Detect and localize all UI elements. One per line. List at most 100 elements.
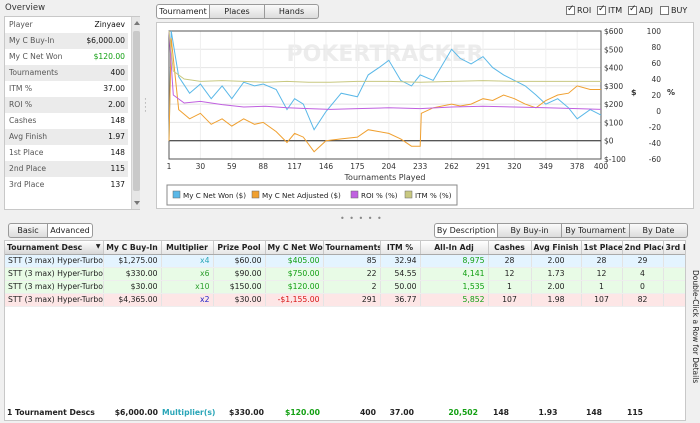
x-tick-label: 117 (287, 162, 302, 171)
cell-cashes: 107 (488, 293, 532, 307)
table-row[interactable]: STT (3 max) Hyper-Turbo $1,275.00 x4 $60… (5, 254, 685, 268)
col-buyin[interactable]: My C Buy-In (103, 241, 162, 255)
col-net-won[interactable]: My C Net Won (265, 241, 324, 255)
y-right-tick-label: 60 (651, 59, 661, 68)
overview-row-roi: ROI % 2.00 (5, 97, 128, 113)
col-label: Tournament Desc (7, 242, 83, 252)
cell-buyin: $30.00 (103, 280, 162, 294)
x-tick-label: 262 (444, 162, 459, 171)
adj-checkbox[interactable]: ADJ (628, 4, 653, 15)
tab-by-tournament[interactable]: By Tournament (562, 223, 630, 238)
overview-row-itm: ITM % 37.00 (5, 81, 128, 97)
tab-advanced[interactable]: Advanced (48, 223, 93, 238)
group-tabs: By Description By Buy-in By Tournament B… (434, 223, 688, 238)
y-right-tick-label: 80 (651, 43, 661, 52)
col-cashes[interactable]: Cashes (488, 241, 532, 255)
x-axis-label: Tournaments Played (344, 173, 426, 182)
cell-2nd: 4 (622, 267, 664, 281)
x-tick-label: 400 (594, 162, 609, 171)
x-tick-label: 146 (319, 162, 334, 171)
overview-scrollbar[interactable] (131, 17, 140, 209)
cell-3rd (663, 267, 685, 281)
checkbox-check-icon[interactable] (597, 4, 606, 15)
col-allin-adj[interactable]: All-In Adj (420, 241, 489, 255)
cell-3rd (663, 254, 685, 268)
overview-row-value: $6,000.00 (86, 36, 125, 45)
overview-row-label: My C Buy-In (9, 36, 55, 45)
overview-row-label: 2nd Place (9, 164, 47, 173)
tab-tournament[interactable]: Tournament (156, 4, 210, 19)
col-tournament-desc[interactable]: Tournament Desc ▼ (5, 241, 104, 255)
scroll-down-icon[interactable] (134, 201, 140, 205)
cell-cashes: 12 (488, 267, 532, 281)
cell-desc: STT (3 max) Hyper-Turbo (5, 254, 104, 268)
roi-checkbox-label: ROI (577, 6, 592, 15)
buy-checkbox[interactable]: BUY (660, 6, 687, 15)
x-tick-label: 175 (350, 162, 365, 171)
table-row[interactable]: STT (3 max) Hyper-Turbo $330.00 x6 $90.0… (5, 267, 685, 281)
col-multiplier[interactable]: Multiplier (161, 241, 214, 255)
overview-row-label: My C Net Won (9, 52, 63, 61)
cell-tournaments: 291 (323, 293, 381, 307)
results-table: Tournament Desc ▼ My C Buy-In Multiplier… (4, 240, 686, 421)
total-multiplier: Multiplier(s) (162, 408, 216, 417)
overview-row-buyin: My C Buy-In $6,000.00 (5, 33, 128, 49)
table-row[interactable]: STT (3 max) Hyper-Turbo $4,365.00 x2 $30… (5, 293, 685, 307)
legend-label: ROI % (%) (361, 191, 398, 200)
cell-prize: $90.00 (213, 267, 266, 281)
col-prize-pool[interactable]: Prize Pool (213, 241, 266, 255)
roi-checkbox[interactable]: ROI (566, 4, 592, 15)
cell-1st: 28 (581, 254, 623, 268)
scroll-thumb[interactable] (133, 31, 140, 191)
cell-2nd: 82 (622, 293, 664, 307)
horizontal-splitter[interactable]: • • • • • (340, 214, 383, 223)
scroll-up-icon[interactable] (134, 21, 140, 25)
overview-row-avgfinish: Avg Finish 1.97 (5, 129, 128, 145)
cell-prize: $30.00 (213, 293, 266, 307)
overview-list: Player Zinyaev My C Buy-In $6,000.00 My C … (4, 16, 140, 210)
cell-1st: 107 (581, 293, 623, 307)
checkbox-check-icon[interactable] (566, 4, 575, 15)
overview-row-cashes: Cashes 148 (5, 113, 128, 129)
cell-prize: $60.00 (213, 254, 266, 268)
overview-row-1st: 1st Place 148 (5, 145, 128, 161)
cell-adj: 1,535 (420, 280, 489, 294)
total-2nd: 115 (626, 408, 644, 417)
table-row[interactable]: STT (3 max) Hyper-Turbo $30.00 x10 $150.… (5, 280, 685, 294)
y-right-tick-label: 0 (656, 107, 661, 116)
total-avg: 1.93 (538, 408, 558, 417)
x-tick-label: 204 (382, 162, 397, 171)
y-right-tick-label: 40 (651, 75, 661, 84)
overview-row-2nd: 2nd Place 115 (5, 161, 128, 177)
cell-desc: STT (3 max) Hyper-Turbo (5, 267, 104, 281)
y-right-tick-label: 20 (651, 91, 661, 100)
itm-checkbox[interactable]: ITM (597, 4, 622, 15)
x-tick-label: 88 (258, 162, 268, 171)
overview-row-value: 148 (110, 148, 126, 157)
tab-hands[interactable]: Hands (265, 4, 319, 19)
checkbox-empty-icon[interactable] (660, 6, 669, 15)
col-2nd-place[interactable]: 2nd Place (622, 241, 664, 255)
col-itm[interactable]: ITM % (380, 241, 421, 255)
sort-down-icon[interactable]: ▼ (95, 242, 101, 250)
tab-basic[interactable]: Basic (8, 223, 48, 238)
col-1st-place[interactable]: 1st Place (581, 241, 623, 255)
col-3rd-place[interactable]: 3rd P (663, 241, 685, 255)
cell-desc: STT (3 max) Hyper-Turbo (5, 293, 104, 307)
total-itm: 37.00 (389, 408, 414, 417)
vertical-splitter[interactable]: · · · · (144, 95, 147, 117)
series-line-3 (168, 30, 601, 83)
tab-by-description[interactable]: By Description (434, 223, 498, 238)
col-tournaments[interactable]: Tournaments (323, 241, 381, 255)
overview-row-label: 1st Place (9, 148, 44, 157)
col-avg-finish[interactable]: Avg Finish (531, 241, 582, 255)
double-click-hint: Double-Click a Row for Details (691, 270, 700, 384)
cell-adj: 4,141 (420, 267, 489, 281)
cell-net: $120.00 (265, 280, 324, 294)
tab-by-date[interactable]: By Date (630, 223, 688, 238)
checkbox-check-icon[interactable] (628, 4, 637, 15)
tab-by-buyin[interactable]: By Buy-in (498, 223, 562, 238)
y-right-tick-label: -20 (649, 123, 661, 132)
overview-row-player: Player Zinyaev (5, 17, 128, 33)
tab-places[interactable]: Places (210, 4, 265, 19)
